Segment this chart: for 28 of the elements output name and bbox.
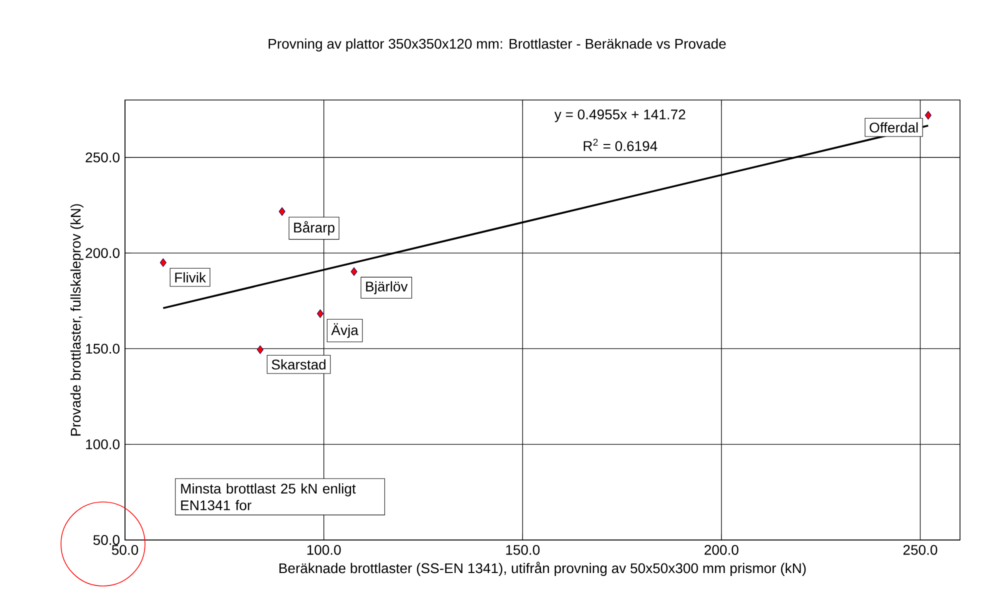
x-axis-title: Beräknade brottlaster (SS-EN 1341), utifrån provning av 50x50x300 mm prismor (kN) bbox=[279, 562, 806, 576]
x-tick-label: 50.0 bbox=[112, 544, 138, 555]
y-tick-label: 50.0 bbox=[93, 535, 120, 545]
point bbox=[256, 345, 264, 354]
y-tick-label: 200.0 bbox=[86, 248, 120, 258]
point bbox=[316, 309, 324, 318]
x-tick-label: 250.0 bbox=[903, 544, 938, 555]
x-tick-label: 150.0 bbox=[506, 544, 540, 555]
point bbox=[278, 207, 286, 216]
y-axis-title: Provade brottlaster, fullskaleprov (kN) bbox=[70, 204, 84, 436]
annotation: Offerdal bbox=[870, 122, 918, 133]
x-tick-label: 200.0 bbox=[704, 544, 738, 555]
annotation: R$^{2}$ = 0.6194 bbox=[584, 138, 658, 152]
annotation: Skarstad bbox=[272, 359, 326, 370]
y-tick-label: 100.0 bbox=[86, 439, 120, 450]
point bbox=[350, 267, 358, 276]
annotation: Minsta brottlast 25 kN enligt EN1341 for bbox=[181, 483, 356, 510]
annotation: Ävja bbox=[331, 323, 358, 338]
y-tick-label: 150.0 bbox=[86, 344, 120, 354]
chart-title: Provning av plattor 350x350x120 mm: Brottlaster - Beräknade vs Provade bbox=[268, 38, 726, 52]
point bbox=[924, 111, 932, 120]
x-tick-label: 100.0 bbox=[307, 544, 341, 555]
y-tick-label: 250.0 bbox=[86, 152, 120, 162]
point bbox=[160, 258, 166, 267]
annotation: Flivik bbox=[175, 272, 206, 282]
annotation: y = 0.4955x + 141.72 bbox=[554, 110, 686, 122]
annotation: Bjärlöv bbox=[366, 281, 408, 294]
annotation: Bårarp bbox=[294, 221, 334, 236]
